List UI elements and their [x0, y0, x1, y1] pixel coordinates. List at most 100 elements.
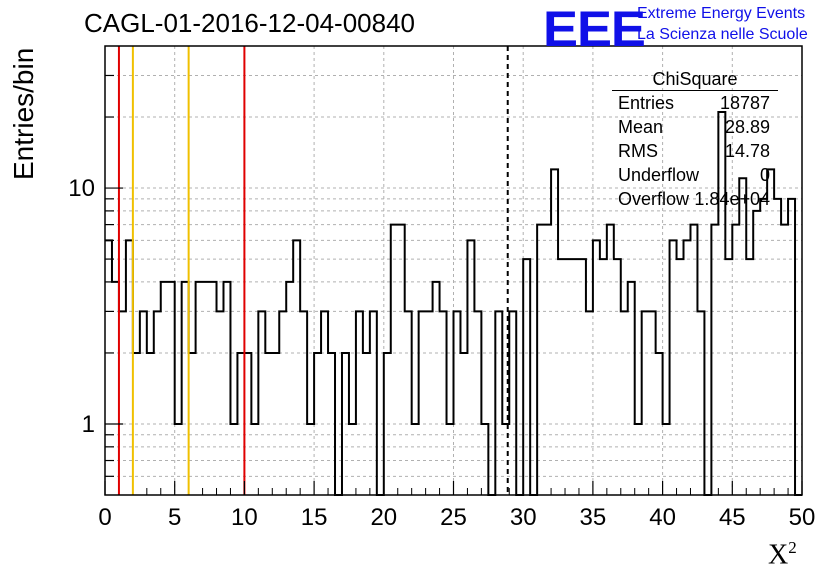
histogram-bin	[230, 424, 237, 495]
x-tick-label: 10	[231, 504, 258, 531]
histogram-bin	[767, 169, 774, 495]
marker-lines	[117, 46, 509, 495]
histogram-bin	[391, 225, 398, 495]
histogram-bin	[258, 311, 265, 495]
histogram-outline	[105, 111, 802, 496]
histogram-bin	[279, 311, 286, 495]
y-axis-label: Entries/bin	[8, 47, 39, 180]
stats-key: Mean	[618, 117, 664, 137]
histogram-bin	[711, 225, 718, 495]
histogram-bin	[753, 211, 760, 495]
x-tick-label: 25	[440, 504, 467, 531]
histogram-bin	[328, 353, 335, 495]
histogram-bin	[697, 311, 704, 495]
histogram-bin	[126, 240, 133, 495]
chart-title: CAGL-01-2016-12-04-00840	[84, 8, 415, 38]
eee-logo: EEE	[543, 1, 646, 57]
histogram-bin	[175, 424, 182, 495]
stats-key: Overflow	[618, 189, 690, 209]
histogram-bin	[495, 311, 502, 495]
histogram-bin	[384, 353, 391, 495]
histogram-bin	[656, 353, 663, 495]
histogram-bin	[523, 259, 530, 495]
histogram-bin	[154, 311, 161, 495]
histogram-bin	[690, 225, 697, 495]
x-tick-label: 35	[580, 504, 607, 531]
histogram-bin	[314, 353, 321, 495]
histogram-bin	[161, 282, 168, 495]
histogram-bin	[217, 311, 224, 495]
histogram-bin	[454, 311, 461, 495]
histogram-bin	[586, 311, 593, 495]
histogram-bin	[286, 282, 293, 495]
histogram-bin	[210, 282, 217, 495]
histogram-bin	[593, 240, 600, 495]
stats-row-underflow: Underflow 0	[612, 163, 778, 187]
x-tick-label: 0	[98, 504, 111, 531]
stats-key: Underflow	[618, 165, 700, 185]
histogram-bin	[119, 311, 126, 495]
histogram-bin	[203, 282, 210, 495]
stats-value: 1.84e+04	[694, 189, 770, 209]
x-tick-label: 5	[168, 504, 181, 531]
y-tick-label: 10	[68, 175, 95, 202]
histogram-bin	[140, 311, 147, 495]
histogram-bin	[467, 240, 474, 495]
x-tick-label: 40	[649, 504, 676, 531]
histogram-bin	[300, 311, 307, 495]
histogram-bin	[600, 259, 607, 495]
histogram-bin	[677, 259, 684, 495]
stats-value: 0	[759, 165, 770, 185]
histogram-bin	[419, 311, 426, 495]
histogram-bin	[628, 282, 635, 495]
histogram-bin	[363, 353, 370, 495]
histogram-bin	[342, 353, 349, 495]
histogram-bin	[251, 424, 258, 495]
stats-key: Entries	[618, 93, 675, 113]
histogram-bin	[460, 353, 467, 495]
histogram-bin	[565, 259, 572, 495]
x-tick-label: 45	[719, 504, 746, 531]
histogram-bin	[349, 424, 356, 495]
histogram-bin	[440, 311, 447, 495]
histogram-bin	[474, 311, 481, 495]
histogram-bin	[607, 225, 614, 495]
x-tick-label: 30	[510, 504, 537, 531]
stats-value: 14.78	[724, 141, 770, 161]
x-tick-label: 50	[789, 504, 816, 531]
org-line-1: Extreme Energy Events	[637, 5, 806, 22]
org-line-2: La Scienza nelle Scuole	[637, 26, 808, 43]
axis-ticks: 0 5 10 15 20 25 30 35 40 45 50 1 10	[68, 74, 816, 531]
y-tick-label: 1	[82, 411, 95, 438]
histogram-bin	[147, 353, 154, 495]
histogram-bin	[537, 225, 544, 495]
histogram-bin	[223, 282, 230, 495]
histogram-bin	[189, 353, 196, 495]
histogram-bin	[788, 199, 795, 495]
stats-key: RMS	[618, 141, 658, 161]
histogram-bin	[112, 282, 119, 495]
histogram-bin	[433, 282, 440, 495]
histogram-bin	[447, 424, 454, 495]
histogram-bin	[272, 353, 279, 495]
histogram-bin	[649, 311, 656, 495]
histogram-bin	[621, 311, 628, 495]
histogram-bin	[739, 178, 746, 495]
histogram-bin	[182, 282, 189, 495]
histogram-bin	[551, 169, 558, 495]
histogram-bin	[307, 424, 314, 495]
histogram-bin	[725, 259, 732, 495]
histogram-bin	[635, 424, 642, 495]
histogram-bin	[133, 353, 140, 495]
stats-value: 28.89	[724, 117, 770, 137]
histogram-bin	[572, 259, 579, 495]
histogram-bin	[544, 225, 551, 495]
histogram-bin	[356, 311, 363, 495]
stats-row-mean: Mean 28.89	[612, 115, 778, 139]
stats-box: ChiSquare Entries 18787 Mean 28.89 RMS 14.78 U…	[612, 68, 778, 211]
x-axis-label: X2	[768, 538, 797, 571]
histogram-bin	[244, 353, 251, 495]
histogram-bin	[105, 240, 112, 495]
stats-row-rms: RMS 14.78	[612, 139, 778, 163]
